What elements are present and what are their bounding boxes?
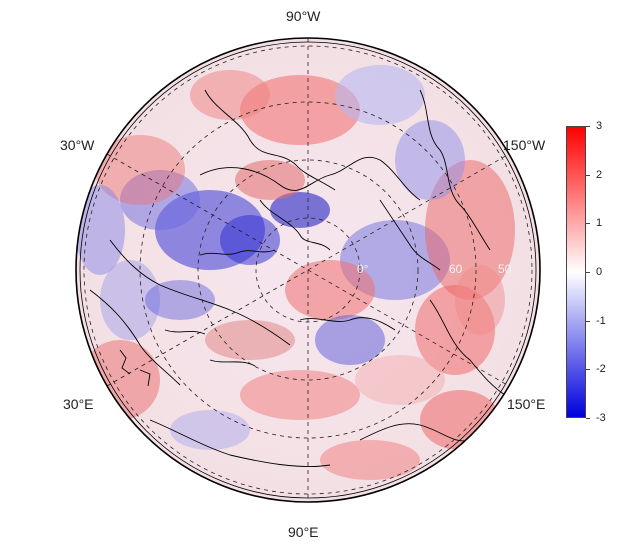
lon-label-bottom: 90°E: [288, 524, 319, 540]
anomaly-patch: [120, 170, 200, 230]
anomaly-patch: [320, 440, 420, 480]
anomaly-patch: [285, 260, 375, 320]
anomaly-patch: [205, 320, 295, 360]
colorbar-tick-label: -3: [596, 412, 606, 424]
anomaly-patch: [240, 75, 360, 145]
lon-label-lower-right: 150°E: [507, 396, 546, 412]
colorbar-tick-label: -2: [596, 363, 606, 376]
anomaly-patch: [335, 65, 425, 125]
colorbar-tick-label: 2: [596, 168, 603, 181]
anomaly-patch: [425, 160, 515, 300]
colorbar-tick-mark: [586, 223, 590, 225]
lon-label-upper-right: 150°W: [503, 137, 546, 153]
colorbar-tick-mark: [586, 126, 590, 127]
map-border: [75, 37, 541, 503]
anomaly-patch: [315, 315, 385, 365]
colorbar-tick-label: 3: [596, 120, 603, 132]
colorbar-tick-label: -1: [596, 314, 606, 327]
anomaly-patch: [455, 265, 505, 335]
colorbar-tick-label: 0: [596, 266, 603, 278]
anomaly-patch: [355, 355, 445, 405]
colorbar-tick-mark: [586, 369, 590, 371]
anomaly-patch: [76, 185, 125, 275]
colorbar-tick-label: 1: [596, 217, 603, 230]
anomaly-patch: [220, 215, 280, 265]
colorbar-tick-mark: [586, 272, 590, 273]
graticule: [83, 38, 533, 502]
anomaly-patch: [145, 280, 215, 320]
anomaly-patch: [395, 120, 465, 200]
map-inner-border: [79, 41, 537, 499]
lat-label-mid: 60: [449, 262, 463, 276]
anomaly-patch: [240, 370, 360, 420]
lat-label-outer: 50: [498, 262, 512, 276]
colorbar: [566, 126, 586, 418]
anomaly-patch: [170, 410, 250, 450]
anomaly-patch: [190, 70, 270, 120]
lon-label-lower-left: 30°E: [63, 396, 94, 412]
anomaly-patch: [270, 192, 330, 228]
colorbar-tick-mark: [586, 418, 590, 419]
lon-label-upper-left: 30°W: [60, 137, 95, 153]
anomaly-patch: [100, 260, 160, 340]
lat-label-inner: 0°: [357, 262, 369, 276]
colorbar-tick-mark: [586, 320, 590, 322]
anomaly-field: [76, 38, 540, 502]
lon-label-top: 90°W: [286, 8, 321, 24]
anomaly-patch: [235, 160, 305, 200]
colorbar-tick-mark: [586, 174, 590, 176]
